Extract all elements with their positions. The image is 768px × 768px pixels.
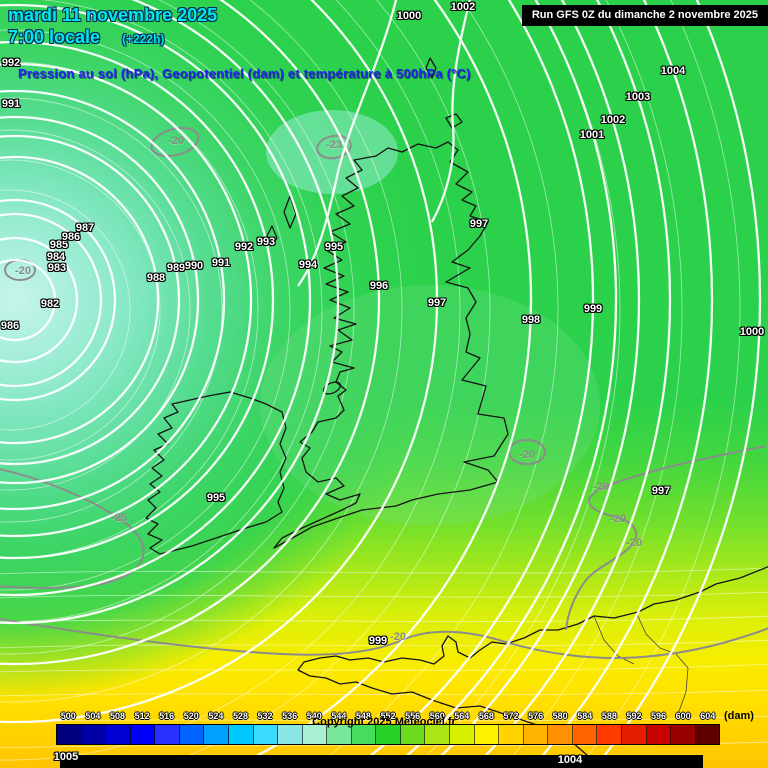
legend-value: 536 <box>282 711 298 721</box>
legend-color-cell <box>621 725 647 744</box>
legend-value: 568 <box>478 711 494 721</box>
legend-value: 560 <box>429 711 445 721</box>
legend-value: 552 <box>380 711 396 721</box>
coastlines <box>145 57 768 768</box>
legend-value: 544 <box>331 711 347 721</box>
legend-value: 528 <box>232 711 248 721</box>
forecast-date: mardi 11 novembre 2025 <box>8 5 218 25</box>
legend-color-cell <box>597 725 622 744</box>
header: mardi 11 novembre 2025 7:00 locale (+222… <box>8 4 217 48</box>
legend-value: 584 <box>577 711 593 721</box>
legend-value: 516 <box>159 711 175 721</box>
legend-values: 500 504 508 512 516 520 524 528 532 536 540 544 548 5… <box>56 711 720 722</box>
legend-unit-label: (dam) <box>724 710 754 722</box>
legend-color-cell <box>548 725 573 744</box>
temp-line-bottom <box>0 617 768 660</box>
bottom-strip <box>60 755 703 768</box>
legend-color-cell <box>646 725 672 744</box>
legend-color-cell <box>695 725 720 744</box>
legend-value: 592 <box>626 711 642 721</box>
legend-color-cell <box>671 725 696 744</box>
france-coast <box>297 566 768 768</box>
legend-color-cell <box>327 725 352 744</box>
hebrides-island-2 <box>266 225 278 247</box>
legend-color-cell <box>106 725 131 744</box>
legend-value: 596 <box>651 711 667 721</box>
legend-color-cell <box>400 725 426 744</box>
forecast-time: 7:00 locale <box>8 27 101 47</box>
legend-color-cell <box>278 725 303 744</box>
legend-value: 540 <box>306 711 322 721</box>
legend-color-cell <box>474 725 500 744</box>
legend: 500 504 508 512 516 520 524 528 532 536 540 544 548 5… <box>56 711 720 745</box>
legend-value: 500 <box>60 711 76 721</box>
legend-color-cell <box>204 725 229 744</box>
great-britain-coast <box>273 141 509 549</box>
legend-value: 524 <box>208 711 224 721</box>
legend-color-cell <box>425 725 450 744</box>
copyright-text: Copyright 2025 Meteociel.fr <box>312 716 456 728</box>
legend-color-cell <box>351 725 377 744</box>
legend-value: 588 <box>601 711 617 721</box>
legend-color-cell <box>228 725 254 744</box>
legend-color-cell <box>572 725 598 744</box>
legend-color-cell <box>155 725 180 744</box>
legend-color-cell <box>376 725 401 744</box>
legend-value: 580 <box>552 711 568 721</box>
forecast-offset: (+222h) <box>122 32 165 46</box>
legend-color-cell <box>253 725 279 744</box>
shetland-island <box>425 57 437 79</box>
legend-value: 508 <box>109 711 125 721</box>
legend-color-cell <box>130 725 156 744</box>
midlands-light-patch <box>260 285 600 525</box>
map-subtitle: Pression au sol (hPa), Geopotentiel (dam… <box>18 66 471 81</box>
legend-value: 532 <box>257 711 273 721</box>
legend-value: 504 <box>85 711 101 721</box>
legend-value: 520 <box>183 711 199 721</box>
legend-color-cell <box>57 725 82 744</box>
temp-line-southeast <box>565 445 767 631</box>
legend-bar <box>56 724 720 745</box>
run-info-box: Run GFS 0Z du dimanche 2 novembre 2025 <box>521 5 768 26</box>
legend-value: 572 <box>503 711 519 721</box>
legend-color-cell <box>179 725 205 744</box>
legend-value: 600 <box>675 711 691 721</box>
legend-value: 548 <box>355 711 371 721</box>
legend-color-cell <box>499 725 524 744</box>
trough-line-1002 <box>430 0 472 223</box>
legend-color-cell <box>302 725 328 744</box>
border-line-2 <box>593 615 635 665</box>
ireland-coast <box>145 391 287 555</box>
legend-value: 576 <box>528 711 544 721</box>
legend-value: 604 <box>700 711 716 721</box>
legend-value: 512 <box>134 711 150 721</box>
trough-line-1000 <box>297 0 398 287</box>
legend-value: 564 <box>454 711 470 721</box>
legend-color-cell <box>450 725 475 744</box>
legend-color-cell <box>523 725 549 744</box>
scotland-cold-patch <box>266 110 398 194</box>
hebrides-island <box>283 195 297 229</box>
legend-value: 556 <box>405 711 421 721</box>
legend-color-cell <box>81 725 107 744</box>
